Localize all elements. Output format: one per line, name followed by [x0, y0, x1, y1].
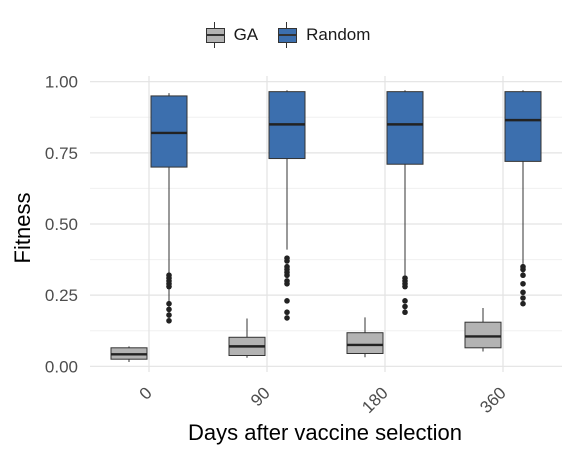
y-tick-label: 0.00 — [45, 357, 78, 376]
x-tick-label: 180 — [358, 383, 391, 416]
outlier-point — [166, 306, 172, 313]
y-tick-label: 1.00 — [45, 73, 78, 92]
outlier-point — [166, 272, 172, 279]
outlier-point — [520, 272, 526, 279]
outlier-point — [166, 317, 172, 324]
legend-key-random — [276, 22, 298, 48]
outlier-point — [520, 300, 526, 307]
outlier-point — [402, 275, 408, 281]
box-body — [346, 332, 384, 355]
y-tick-label: 0.75 — [45, 144, 78, 163]
outlier-point — [520, 263, 526, 270]
y-tick-label: 0.25 — [45, 286, 78, 305]
box-random-90 — [268, 90, 306, 321]
outlier-point — [284, 315, 290, 321]
outlier-point — [520, 295, 526, 301]
box-ga-90 — [228, 318, 266, 358]
outlier-point — [520, 289, 526, 296]
outlier-point — [284, 298, 290, 304]
y-tick-label: 0.50 — [45, 215, 78, 234]
y-axis-title: Fitness — [10, 193, 35, 264]
box-body — [464, 321, 502, 349]
outlier-point — [402, 309, 408, 316]
legend-item-random: Random — [276, 22, 370, 48]
outlier-point — [284, 278, 290, 284]
box-body — [504, 91, 542, 162]
x-tick-label: 360 — [476, 383, 509, 416]
x-axis-title: Days after vaccine selection — [188, 420, 462, 445]
outlier-point — [402, 298, 408, 304]
x-tick-label: 90 — [247, 383, 274, 410]
box-random-360 — [504, 90, 542, 307]
outlier-point — [284, 309, 290, 316]
legend-label-random: Random — [306, 25, 371, 44]
box-body — [386, 91, 424, 165]
legend-key-ga — [204, 22, 226, 48]
legend-label-ga: GA — [233, 25, 259, 44]
box-ga-180 — [346, 317, 384, 358]
box-ga-0 — [110, 346, 148, 363]
outlier-point — [166, 300, 172, 307]
legend-item-ga: GA — [204, 22, 259, 48]
box-body — [150, 95, 188, 168]
outlier-point — [284, 255, 290, 261]
outlier-point — [166, 312, 172, 318]
legend: GA Random — [0, 22, 574, 48]
outlier-point — [284, 263, 290, 270]
box-random-0 — [150, 93, 188, 324]
outlier-point — [520, 280, 526, 287]
outlier-point — [402, 303, 408, 310]
box-ga-360 — [464, 307, 502, 352]
box-random-180 — [386, 90, 424, 316]
x-tick-label: 0 — [136, 383, 156, 403]
